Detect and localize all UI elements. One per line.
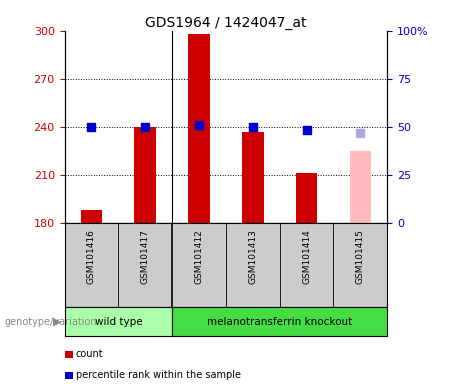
Bar xyxy=(349,151,371,223)
Bar xyxy=(296,173,317,223)
Text: GSM101413: GSM101413 xyxy=(248,230,257,285)
Bar xyxy=(81,210,102,223)
Point xyxy=(195,122,203,128)
Point xyxy=(249,124,256,130)
Text: GSM101416: GSM101416 xyxy=(87,230,96,285)
Text: melanotransferrin knockout: melanotransferrin knockout xyxy=(207,316,352,327)
Point xyxy=(357,130,364,136)
Text: GSM101415: GSM101415 xyxy=(356,230,365,285)
Text: wild type: wild type xyxy=(95,316,142,327)
Bar xyxy=(172,307,387,336)
Text: ▶: ▶ xyxy=(53,316,61,327)
Text: GSM101414: GSM101414 xyxy=(302,230,311,284)
Point xyxy=(88,124,95,130)
Bar xyxy=(242,132,264,223)
Text: genotype/variation: genotype/variation xyxy=(5,316,97,327)
Bar xyxy=(135,127,156,223)
Text: count: count xyxy=(76,349,103,359)
Text: GSM101417: GSM101417 xyxy=(141,230,150,285)
Bar xyxy=(65,307,172,336)
Text: percentile rank within the sample: percentile rank within the sample xyxy=(76,370,241,381)
Title: GDS1964 / 1424047_at: GDS1964 / 1424047_at xyxy=(145,16,307,30)
Point xyxy=(142,124,149,130)
Point xyxy=(303,127,310,133)
Bar xyxy=(188,34,210,223)
Text: GSM101412: GSM101412 xyxy=(195,230,203,284)
